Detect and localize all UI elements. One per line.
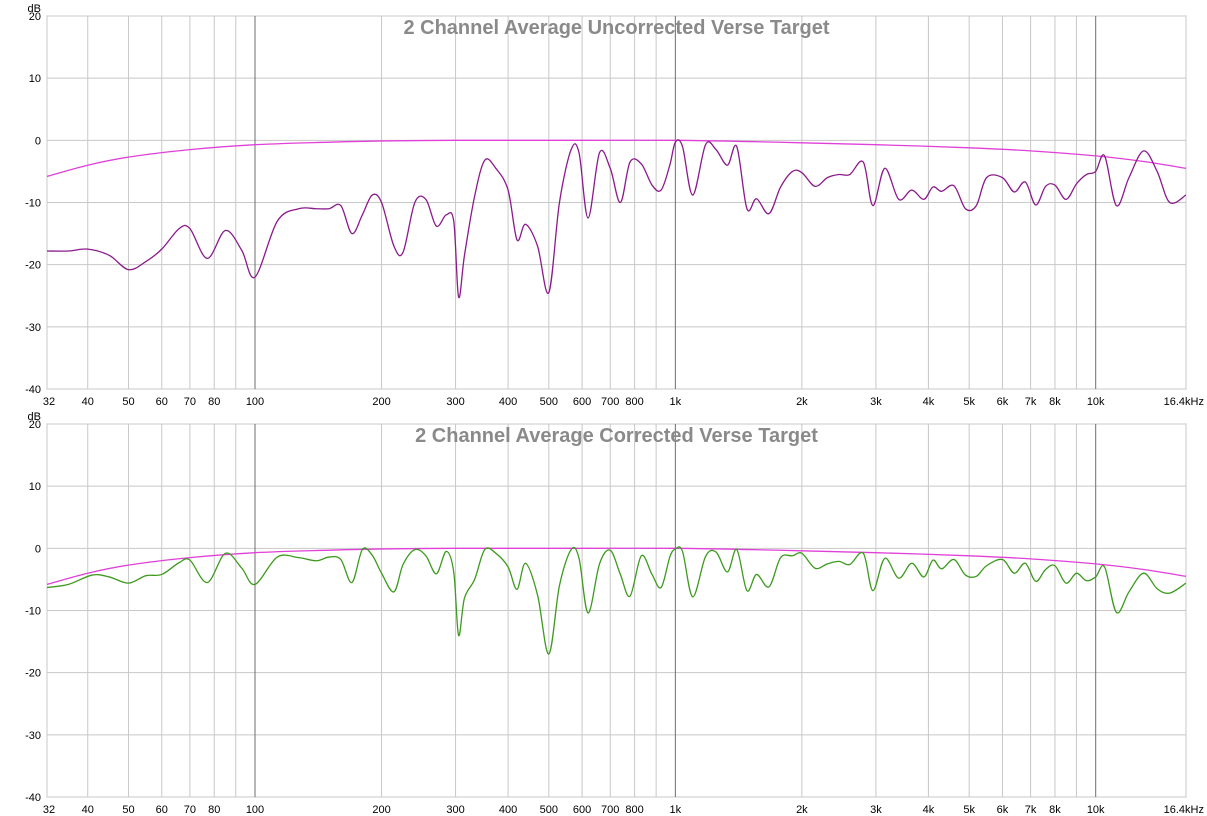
x-tick-label: 6k	[997, 396, 1009, 408]
x-tick-label: 700	[601, 396, 619, 408]
y-tick-label: -40	[25, 384, 41, 396]
response-curve-line	[47, 546, 1186, 655]
chart-title: 2 Channel Average Corrected Verse Target	[415, 425, 818, 447]
y-tick-label: -40	[25, 792, 41, 804]
y-tick-label: -10	[25, 606, 41, 618]
x-tick-label: 2k	[796, 396, 808, 408]
x-tick-label: 10k	[1087, 804, 1105, 816]
response-curve-line	[47, 139, 1186, 299]
x-tick-label: 32	[43, 396, 55, 408]
x-tick-label: 400	[499, 396, 517, 408]
x-tick-label: 16.4kHz	[1164, 396, 1204, 408]
x-tick-label: 2k	[796, 804, 808, 816]
x-tick-label: 32	[43, 804, 55, 816]
x-tick-label: 80	[208, 804, 220, 816]
x-tick-label: 600	[573, 396, 591, 408]
x-tick-label: 5k	[963, 804, 975, 816]
x-tick-label: 1k	[670, 396, 682, 408]
x-tick-label: 70	[184, 396, 196, 408]
x-tick-label: 800	[625, 804, 643, 816]
y-tick-label: 10	[29, 481, 41, 493]
y-axis-unit-label: dB	[28, 411, 41, 423]
target-curve-line	[47, 139, 1186, 178]
x-tick-label: 3k	[870, 396, 882, 408]
x-tick-label: 60	[156, 396, 168, 408]
x-tick-label: 800	[625, 396, 643, 408]
x-tick-label: 500	[540, 396, 558, 408]
target-curve-line	[47, 547, 1186, 586]
x-tick-label: 7k	[1025, 396, 1037, 408]
x-tick-label: 4k	[923, 804, 935, 816]
x-tick-label: 70	[184, 804, 196, 816]
y-axis-unit-label: dB	[28, 3, 41, 15]
x-tick-label: 500	[540, 804, 558, 816]
x-tick-label: 100	[246, 396, 264, 408]
y-tick-label: -30	[25, 730, 41, 742]
x-tick-label: 60	[156, 804, 168, 816]
x-tick-label: 1k	[670, 804, 682, 816]
x-tick-label: 4k	[923, 396, 935, 408]
x-tick-label: 200	[372, 804, 390, 816]
y-tick-label: 10	[29, 73, 41, 85]
x-tick-label: 300	[446, 804, 464, 816]
x-tick-label: 50	[122, 396, 134, 408]
x-tick-label: 40	[82, 396, 94, 408]
x-tick-label: 50	[122, 804, 134, 816]
y-tick-label: -20	[25, 668, 41, 680]
x-tick-label: 5k	[963, 396, 975, 408]
x-tick-label: 700	[601, 804, 619, 816]
x-tick-label: 300	[446, 396, 464, 408]
x-tick-label: 6k	[997, 804, 1009, 816]
x-tick-label: 7k	[1025, 804, 1037, 816]
x-tick-label: 400	[499, 804, 517, 816]
y-tick-label: 0	[35, 135, 41, 147]
x-tick-label: 8k	[1049, 804, 1061, 816]
y-tick-label: 0	[35, 543, 41, 555]
x-tick-label: 80	[208, 396, 220, 408]
x-tick-label: 600	[573, 804, 591, 816]
x-tick-label: 3k	[870, 804, 882, 816]
x-tick-label: 16.4kHz	[1164, 804, 1204, 816]
y-tick-label: -20	[25, 260, 41, 272]
chart-title: 2 Channel Average Uncorrected Verse Targ…	[403, 17, 829, 39]
y-tick-label: -10	[25, 198, 41, 210]
x-tick-label: 200	[372, 396, 390, 408]
y-tick-label: 20	[29, 11, 41, 23]
y-tick-label: -30	[25, 322, 41, 334]
x-tick-label: 10k	[1087, 396, 1105, 408]
x-tick-label: 8k	[1049, 396, 1061, 408]
y-tick-label: 20	[29, 419, 41, 431]
x-tick-label: 40	[82, 804, 94, 816]
x-tick-label: 100	[246, 804, 264, 816]
